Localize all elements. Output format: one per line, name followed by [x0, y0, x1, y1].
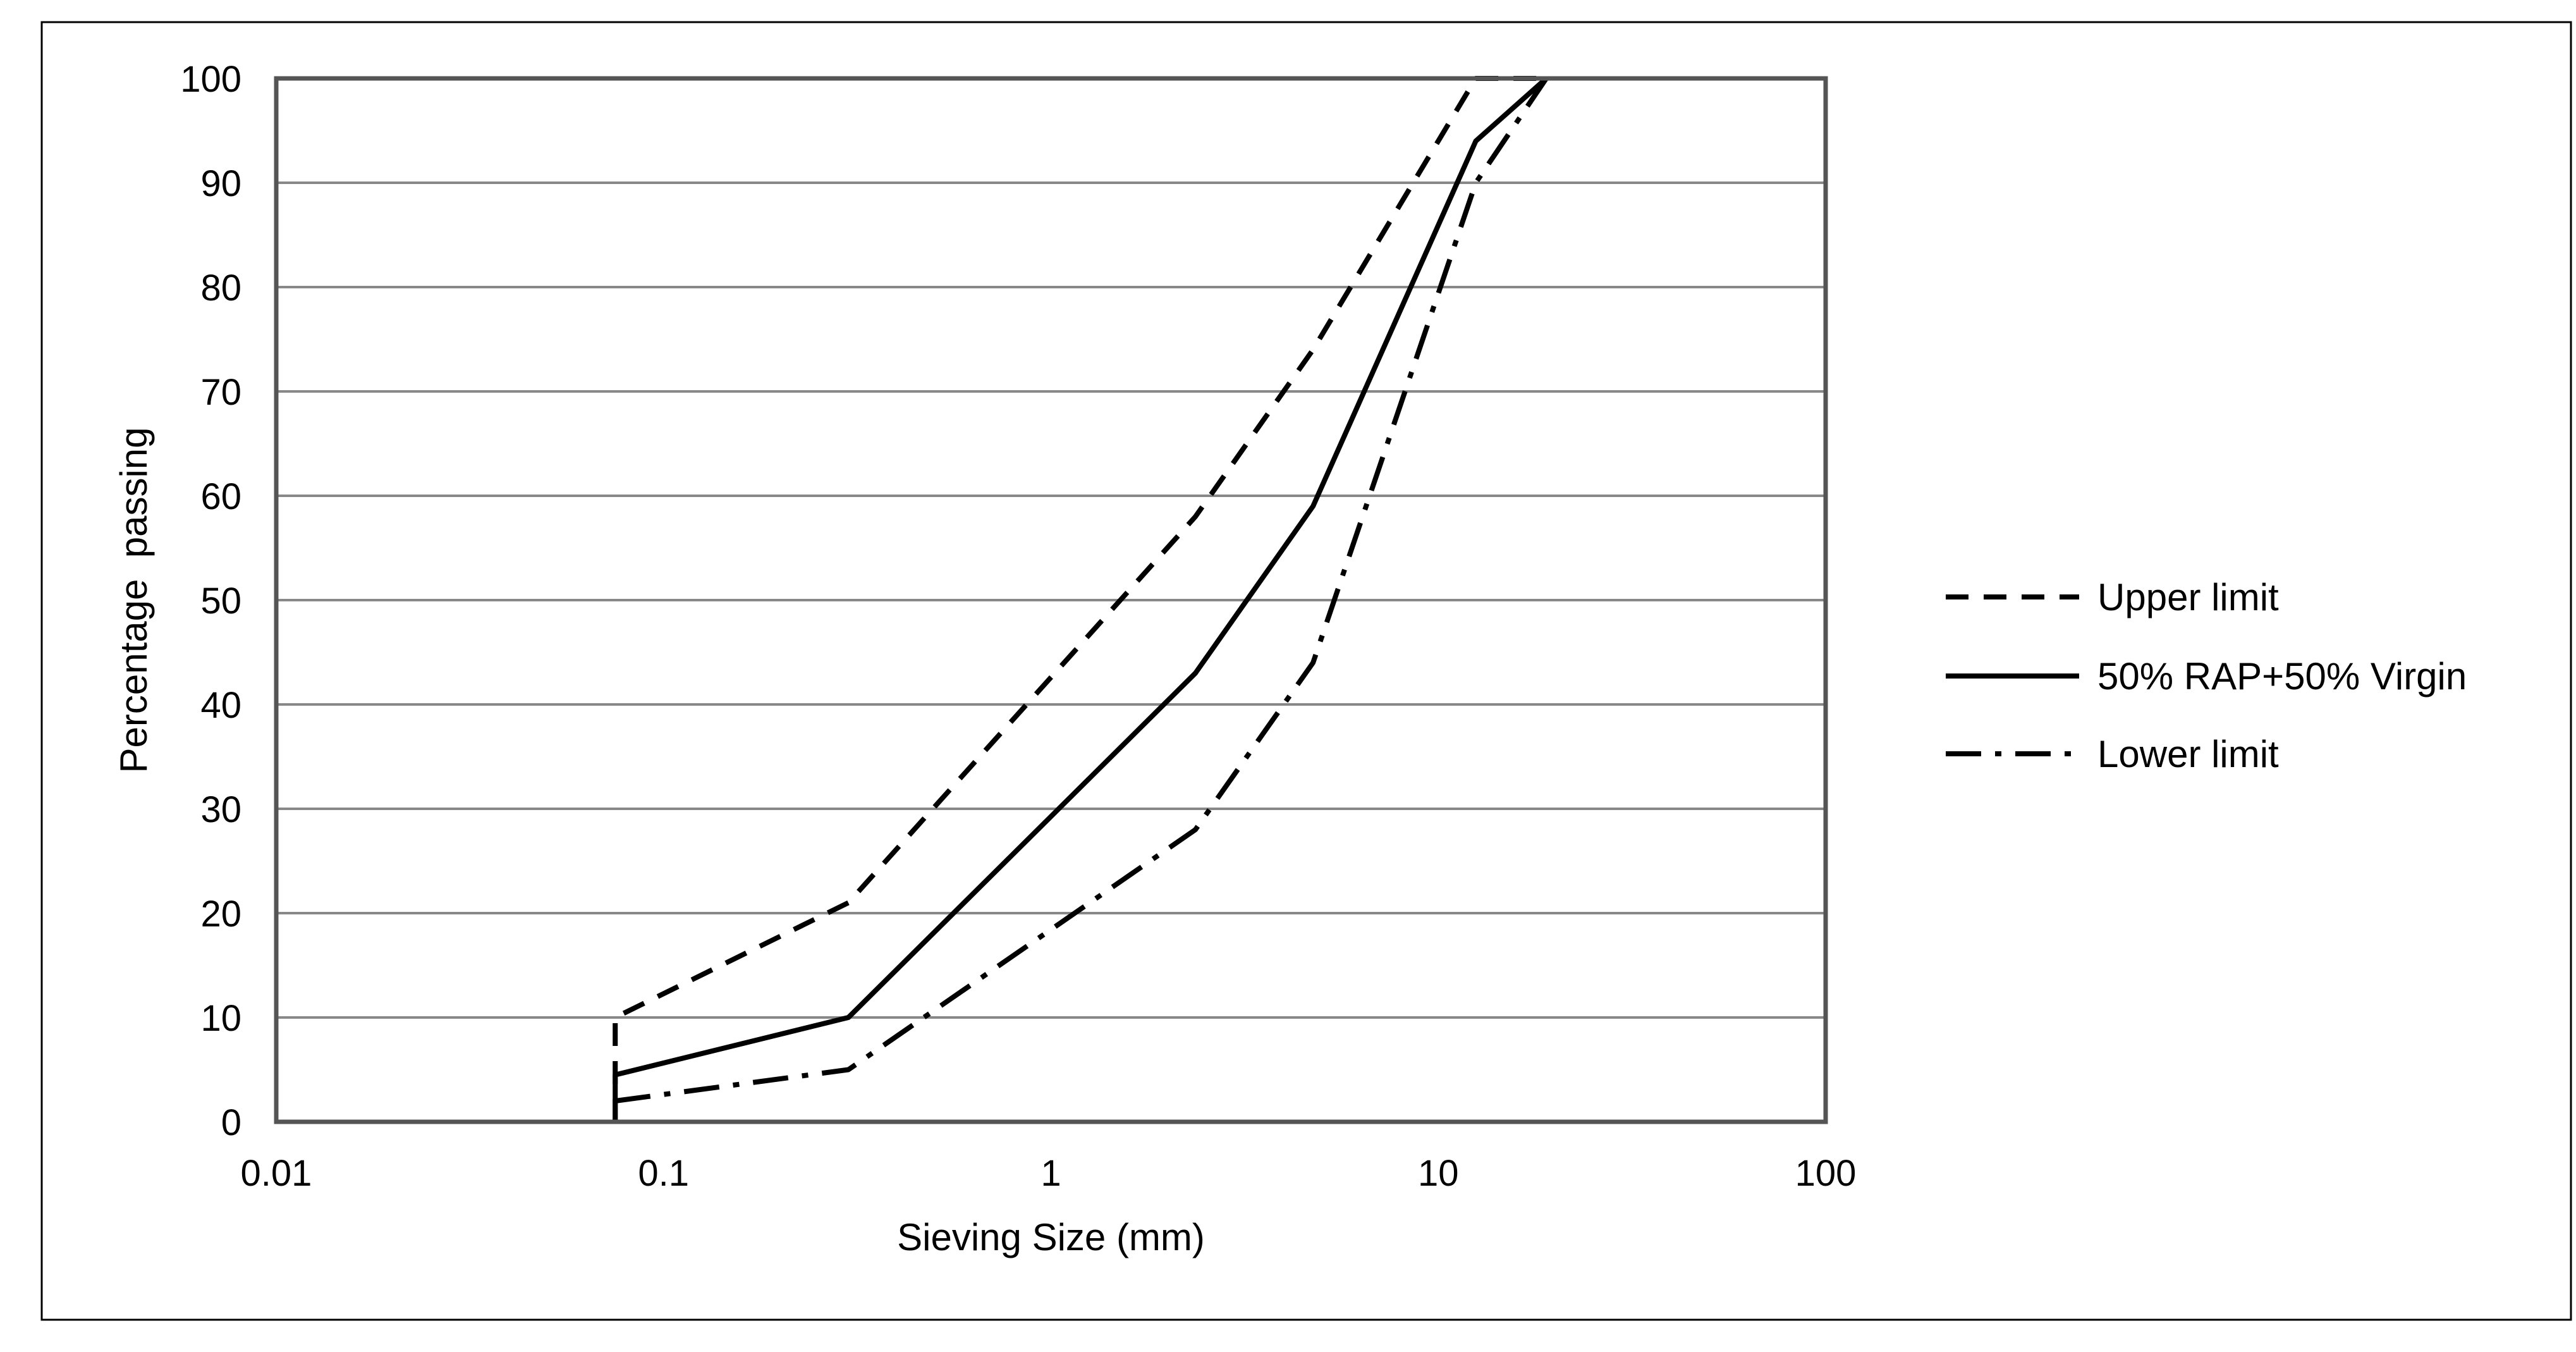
y-tick-label: 90 [200, 163, 241, 204]
y-tick-label: 10 [200, 998, 241, 1039]
y-tick-label: 50 [200, 581, 241, 622]
y-tick-label: 70 [200, 372, 241, 413]
x-tick-label: 1 [1041, 1153, 1061, 1194]
y-axis-ticks: 0 10 20 30 40 50 60 70 80 90 100 [180, 59, 241, 1143]
y-tick-label: 0 [221, 1102, 241, 1143]
legend: Upper limit 50% RAP+50% Virgin Lower limit [1946, 576, 2467, 775]
plot-area-frame [274, 76, 1828, 1124]
y-tick-label: 20 [200, 894, 241, 935]
x-tick-label: 0.01 [241, 1153, 312, 1194]
series-line-1 [613, 77, 1548, 1122]
legend-label-0: Upper limit [2097, 576, 2279, 618]
y-tick-label: 60 [200, 476, 241, 517]
y-axis-title: Percentage passing [113, 427, 155, 773]
y-tick-label: 100 [180, 59, 241, 100]
x-tick-label: 0.1 [638, 1153, 689, 1194]
x-axis-ticks: 0.01 0.1 1 10 100 [241, 1153, 1857, 1194]
y-tick-label: 30 [200, 789, 241, 830]
x-tick-label: 10 [1418, 1153, 1459, 1194]
legend-label-1: 50% RAP+50% Virgin [2097, 655, 2467, 698]
grid [276, 181, 1826, 1019]
x-axis-title: Sieving Size (mm) [897, 1216, 1205, 1258]
y-tick-label: 40 [200, 685, 241, 726]
legend-label-2: Lower limit [2097, 733, 2279, 775]
y-tick-label: 80 [200, 267, 241, 309]
x-tick-label: 100 [1795, 1153, 1857, 1194]
